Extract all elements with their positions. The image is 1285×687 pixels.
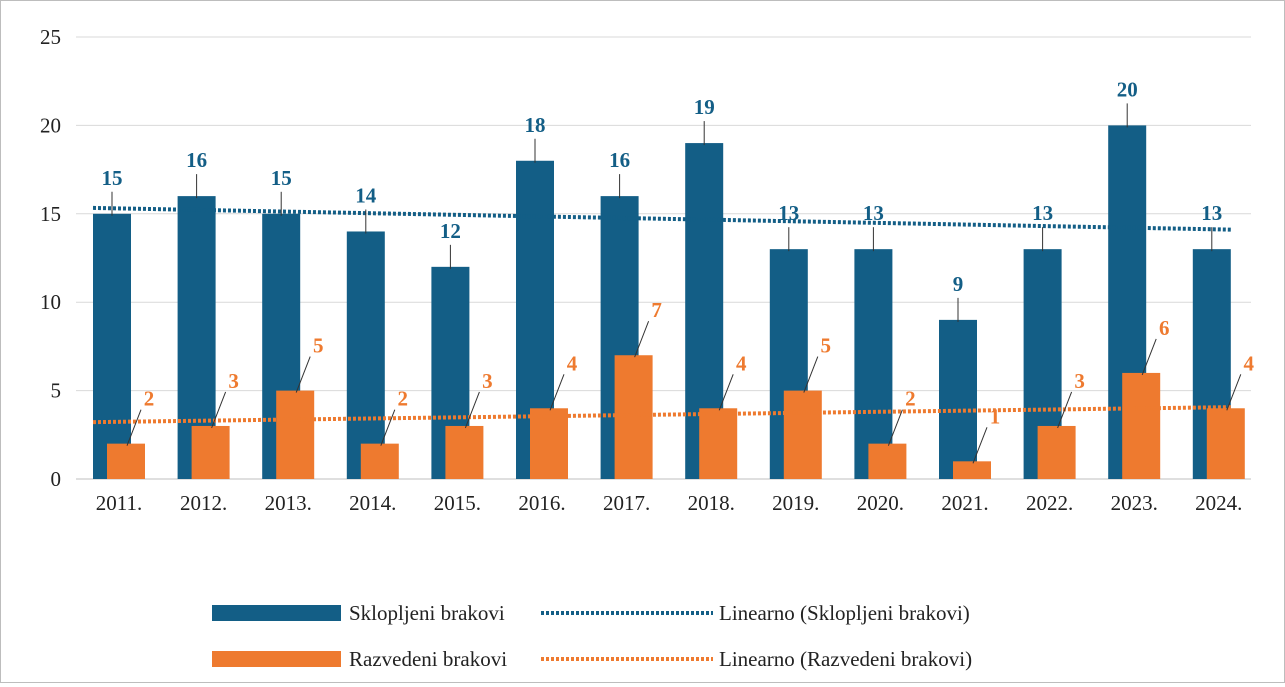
bar-sklopljeni <box>939 319 977 479</box>
data-label-leader <box>1141 338 1157 376</box>
bar-sklopljeni <box>93 213 131 480</box>
y-tick-label: 15 <box>40 202 61 226</box>
bar-sklopljeni <box>854 249 893 479</box>
x-tick-label: 2021. <box>941 491 988 515</box>
data-label-sklopljeni: 15 <box>102 166 123 190</box>
data-label-sklopljeni: 14 <box>355 183 377 207</box>
data-label-razvedeni: 3 <box>1074 369 1085 393</box>
data-label-leader <box>549 374 565 411</box>
bar-razvedeni <box>699 408 738 479</box>
x-tick-label: 2015. <box>434 491 481 515</box>
x-tick-label: 2022. <box>1026 491 1073 515</box>
data-label-sklopljeni: 12 <box>440 219 461 243</box>
y-tick-label: 5 <box>51 379 62 403</box>
data-label-leader <box>634 321 650 358</box>
legend-swatch-sklopljeni <box>212 605 341 621</box>
x-tick-label: 2014. <box>349 491 396 515</box>
data-label-razvedeni: 6 <box>1159 316 1170 340</box>
data-label-sklopljeni: 16 <box>186 148 207 172</box>
legend: Sklopljeni brakovi Linearno (Sklopljeni … <box>212 601 972 671</box>
data-label-leader <box>126 409 142 446</box>
legend-label-razvedeni: Razvedeni brakovi <box>349 647 507 671</box>
data-label-leader <box>211 391 227 429</box>
data-label-razvedeni: 7 <box>651 298 662 322</box>
data-label-leader <box>1057 391 1073 429</box>
y-tick-label: 20 <box>40 113 61 137</box>
bar-razvedeni <box>868 443 907 479</box>
x-tick-label: 2011. <box>96 491 142 515</box>
x-tick-label: 2019. <box>772 491 819 515</box>
data-label-razvedeni: 2 <box>398 387 409 411</box>
x-tick-label: 2017. <box>603 491 650 515</box>
data-label-leader <box>380 409 396 446</box>
data-label-razvedeni: 4 <box>736 351 747 375</box>
y-tick-label: 25 <box>40 25 61 49</box>
legend-label-sklopljeni: Sklopljeni brakovi <box>349 601 505 625</box>
data-label-leader <box>887 409 903 446</box>
data-label-leader <box>295 356 311 393</box>
data-label-leader <box>718 374 734 411</box>
bar-razvedeni <box>783 390 822 479</box>
data-label-sklopljeni: 13 <box>778 201 799 225</box>
bar-sklopljeni <box>346 231 385 479</box>
data-label-sklopljeni: 13 <box>1201 201 1222 225</box>
x-tick-label: 2018. <box>688 491 735 515</box>
bar-razvedeni <box>107 443 145 479</box>
bar-razvedeni <box>276 390 315 479</box>
data-label-sklopljeni: 19 <box>694 95 715 119</box>
x-tick-label: 2016. <box>518 491 565 515</box>
x-tick-label: 2012. <box>180 491 227 515</box>
y-tick-label: 0 <box>51 467 62 491</box>
data-label-sklopljeni: 18 <box>525 113 546 137</box>
bar-razvedeni <box>1122 372 1161 479</box>
data-label-razvedeni: 3 <box>482 369 493 393</box>
x-tick-label: 2023. <box>1111 491 1158 515</box>
bar-razvedeni <box>1206 408 1245 479</box>
x-tick-label: 2013. <box>265 491 312 515</box>
bar-razvedeni <box>953 461 991 479</box>
bar-razvedeni <box>360 443 399 479</box>
data-label-razvedeni: 5 <box>821 334 832 358</box>
data-label-sklopljeni: 9 <box>953 272 964 296</box>
data-label-razvedeni: 1 <box>990 404 1001 428</box>
data-label-leader <box>1226 374 1242 411</box>
legend-label-trend-razvedeni: Linearno (Razvedeni brakovi) <box>719 647 972 671</box>
legend-swatch-razvedeni <box>212 651 341 667</box>
data-label-sklopljeni: 15 <box>271 166 292 190</box>
data-label-leader <box>972 427 988 464</box>
x-tick-label: 2020. <box>857 491 904 515</box>
bar-razvedeni <box>445 425 484 479</box>
data-label-razvedeni: 3 <box>228 369 239 393</box>
x-tick-label: 2024. <box>1195 491 1242 515</box>
data-label-razvedeni: 4 <box>1244 351 1255 375</box>
data-label-razvedeni: 4 <box>567 351 578 375</box>
legend-label-trend-sklopljeni: Linearno (Sklopljeni brakovi) <box>719 601 970 625</box>
data-label-sklopljeni: 20 <box>1117 77 1138 101</box>
data-label-sklopljeni: 13 <box>863 201 884 225</box>
data-label-razvedeni: 2 <box>905 387 916 411</box>
data-label-sklopljeni: 13 <box>1032 201 1053 225</box>
data-label-leader <box>803 356 819 393</box>
data-label-sklopljeni: 16 <box>609 148 630 172</box>
bar-razvedeni <box>1037 425 1076 479</box>
data-label-razvedeni: 5 <box>313 334 324 358</box>
data-label-leader <box>464 391 480 429</box>
bar-razvedeni <box>530 408 568 479</box>
data-label-razvedeni: 2 <box>144 387 155 411</box>
bar-razvedeni <box>191 425 230 479</box>
y-tick-label: 10 <box>40 290 61 314</box>
